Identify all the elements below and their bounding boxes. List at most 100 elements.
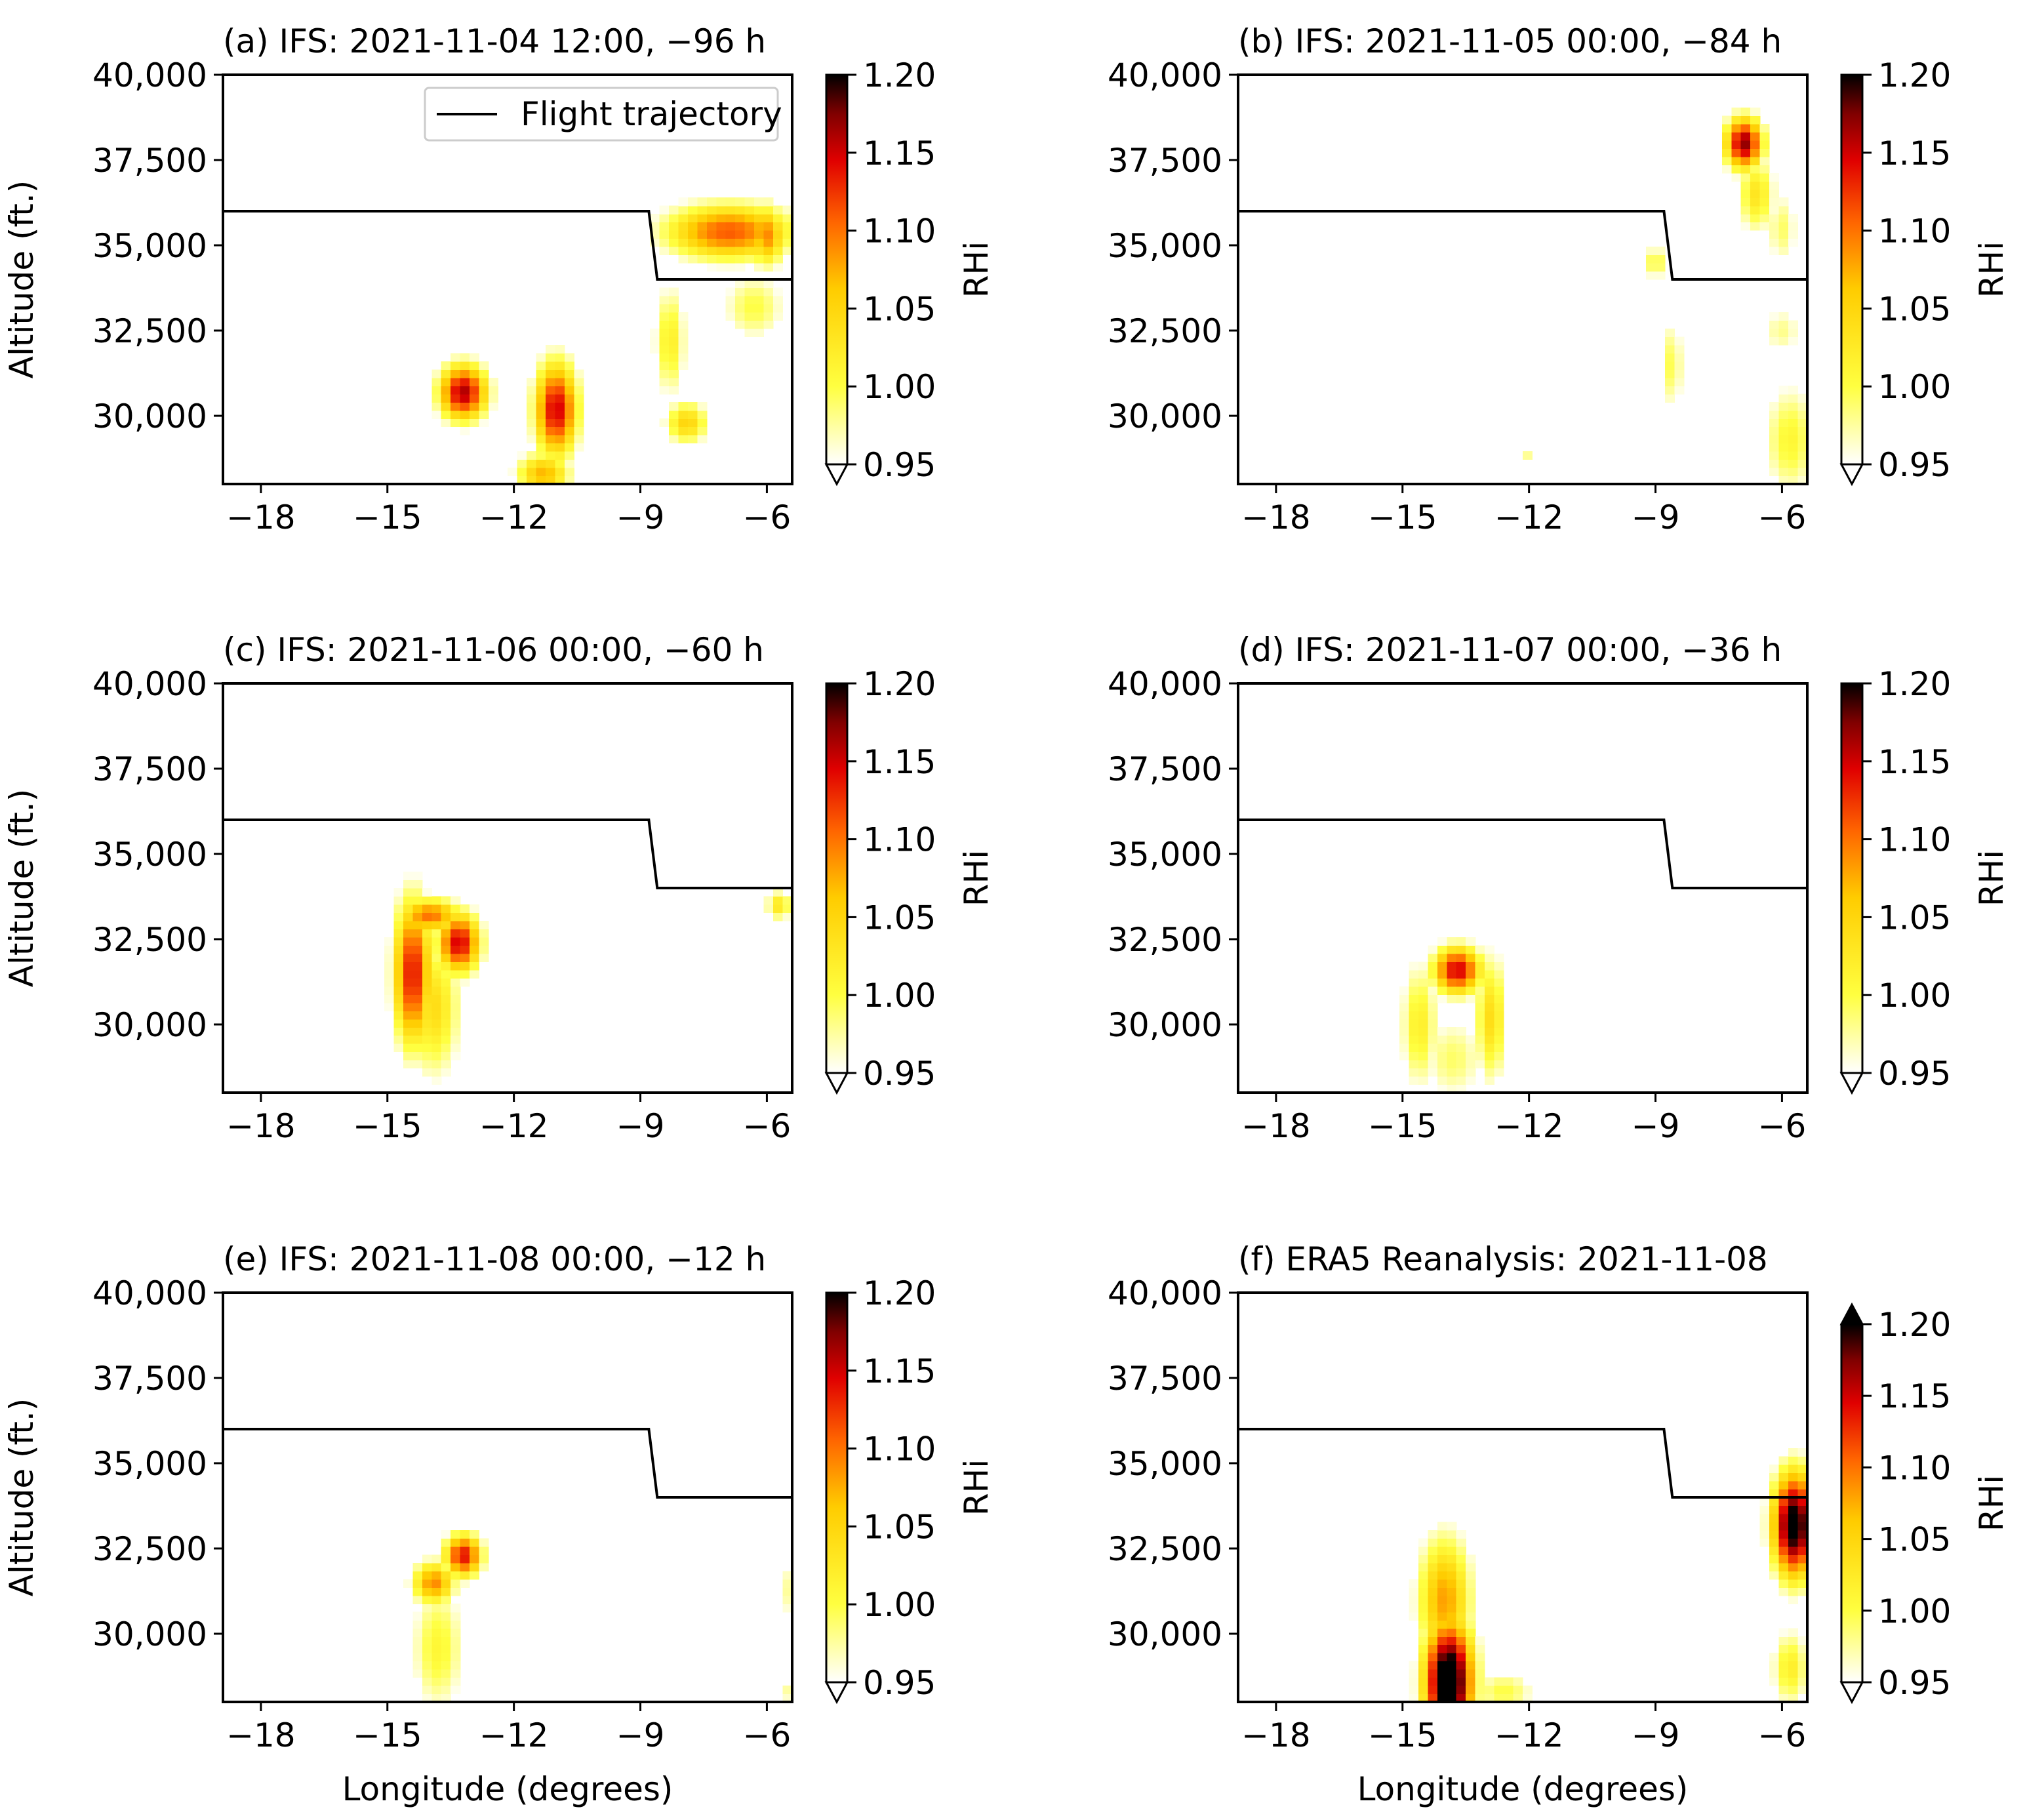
x-tick-label: −9 — [616, 1716, 665, 1754]
colorbar-extend-min — [1839, 1681, 1864, 1705]
colorbar-gradient — [826, 1293, 847, 1682]
heatmap-cell — [441, 1538, 451, 1547]
x-tick-label: −9 — [1632, 1107, 1680, 1145]
heatmap-cell — [735, 197, 746, 207]
heatmap-cell — [555, 410, 565, 419]
heatmap-cell — [1759, 140, 1770, 149]
heatmap-cell — [564, 377, 574, 386]
colorbar-tick-label: 0.95 — [1878, 1664, 1951, 1702]
heatmap-cell — [1418, 1562, 1428, 1571]
heatmap-cell — [1788, 1465, 1799, 1474]
heatmap-cell — [479, 369, 489, 378]
y-tick-label: 37,500 — [92, 1360, 207, 1398]
heatmap-cell — [1504, 1677, 1514, 1686]
heatmap-cell — [1466, 1051, 1476, 1061]
heatmap-cell — [403, 1011, 413, 1020]
heatmap-cell — [470, 361, 480, 370]
heatmap-cell — [659, 386, 670, 395]
colorbar-tick-label: 0.95 — [1878, 1055, 1951, 1093]
heatmap-cell — [574, 410, 584, 419]
heatmap-cell — [782, 1604, 793, 1613]
heatmap-cell — [754, 230, 765, 239]
colorbar-tick-label: 1.10 — [863, 1430, 936, 1468]
heatmap-cell — [1399, 1011, 1409, 1020]
heatmap-cell — [1778, 1497, 1789, 1507]
panel-d: (d) IFS: 2021-11-07 00:00, −36 h −18 −15 −1… — [1108, 631, 2011, 1145]
heatmap-cell — [1456, 1571, 1466, 1580]
heatmap-cell — [1759, 197, 1770, 207]
heatmap-cell — [545, 344, 555, 354]
heatmap-cell — [668, 386, 679, 395]
heatmap-cell — [460, 1529, 470, 1539]
heatmap-cell — [403, 953, 413, 962]
heatmap — [1409, 1448, 1808, 1703]
heatmap-cell — [1475, 978, 1485, 987]
y-tick-label: 32,500 — [92, 312, 207, 350]
heatmap-cell — [1456, 1562, 1466, 1571]
heatmap-cell — [441, 1554, 451, 1564]
heatmap-cell — [716, 263, 727, 272]
heatmap-cell — [451, 1669, 461, 1678]
y-tick-label: 35,000 — [1108, 1445, 1222, 1483]
heatmap-cell — [735, 254, 746, 264]
heatmap-cell — [1731, 115, 1742, 125]
heatmap-cell — [1437, 1686, 1447, 1695]
heatmap-cell — [1769, 189, 1780, 198]
heatmap-cell — [668, 287, 679, 296]
heatmap-cell — [1740, 172, 1751, 182]
heatmap-cell — [470, 1571, 480, 1580]
heatmap-cell — [441, 1529, 451, 1539]
heatmap-cell — [659, 320, 670, 329]
heatmap-cell — [678, 254, 689, 264]
heatmap-cell — [1769, 1505, 1780, 1514]
heatmap-cell — [441, 1579, 451, 1588]
heatmap-cell — [1437, 1027, 1447, 1036]
heatmap-cell — [460, 369, 470, 378]
heatmap-cell — [431, 410, 442, 419]
heatmap-cell — [706, 197, 717, 207]
heatmap-cell — [1418, 1579, 1428, 1588]
heatmap-cell — [1797, 451, 1808, 460]
heatmap-cell — [1447, 1076, 1457, 1085]
heatmap-cell — [441, 994, 451, 1003]
heatmap-cell — [1418, 1060, 1428, 1069]
heatmap-cell — [451, 994, 461, 1003]
heatmap-cell — [393, 961, 404, 971]
heatmap-cell — [1409, 978, 1419, 987]
heatmap-cell — [1797, 1513, 1808, 1523]
heatmap-cell — [1466, 1677, 1476, 1686]
heatmap-cell — [460, 1554, 470, 1564]
heatmap-cell — [460, 410, 470, 419]
heatmap-cell — [763, 295, 774, 305]
heatmap-cell — [1456, 1595, 1466, 1604]
heatmap — [384, 872, 793, 1085]
heatmap-cell — [1466, 1554, 1476, 1564]
heatmap-cell — [431, 1002, 442, 1011]
heatmap-cell — [431, 1562, 442, 1571]
heatmap-cell — [1778, 394, 1789, 403]
heatmap-cell — [1769, 1669, 1780, 1678]
x-tick-label: −9 — [616, 1107, 665, 1145]
heatmap-cell — [1418, 1554, 1428, 1564]
heatmap-cell — [1475, 1693, 1485, 1703]
heatmap-cell — [678, 312, 689, 321]
colorbar-tick-label: 1.10 — [1878, 821, 1951, 859]
heatmap-cell — [754, 247, 765, 256]
heatmap-cell — [536, 386, 546, 395]
heatmap-cell — [412, 896, 423, 905]
panel-f: (f) ERA5 Reanalysis: 2021-11-08 −18 −15 −12… — [1108, 1240, 2011, 1808]
heatmap-cell — [460, 426, 470, 435]
heatmap-cell — [687, 205, 698, 214]
heatmap-cell — [460, 912, 470, 921]
heatmap-cell — [574, 435, 584, 444]
heatmap-cell — [489, 386, 499, 395]
legend-box — [424, 87, 779, 142]
heatmap-cell — [1788, 230, 1799, 239]
heatmap-cell — [782, 1587, 793, 1596]
heatmap-cell — [650, 336, 660, 346]
heatmap-cell — [1646, 271, 1656, 280]
heatmap-cell — [1466, 1620, 1476, 1629]
heatmap-cell — [697, 435, 708, 444]
heatmap-cell — [393, 1019, 404, 1028]
heatmap-cell — [1788, 1587, 1799, 1596]
